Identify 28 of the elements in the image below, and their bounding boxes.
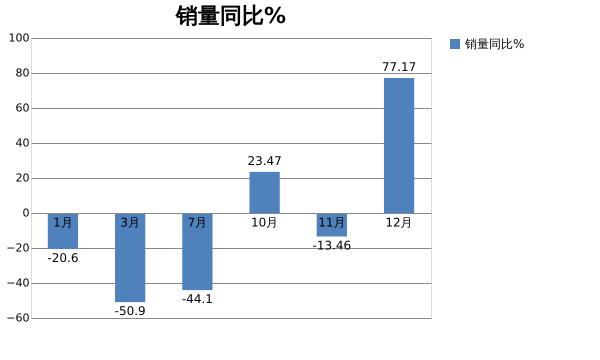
x-tick-label: 11月 <box>318 216 346 230</box>
chart-title: 销量同比% <box>174 4 286 29</box>
data-label: -13.46 <box>312 238 352 253</box>
data-label: -20.6 <box>47 251 78 266</box>
bar <box>249 172 280 213</box>
y-tick-label: 80 <box>16 66 30 80</box>
bar <box>48 213 78 250</box>
x-tick-label: 7月 <box>188 216 208 230</box>
x-tick-label: 10月 <box>250 216 278 230</box>
x-tick-label: 12月 <box>385 216 413 230</box>
data-label: -44.1 <box>182 292 213 306</box>
y-tick-label: −60 <box>6 312 30 324</box>
y-tick-label: 20 <box>16 172 30 184</box>
y-tick-label: 0 <box>22 206 30 220</box>
y-tick-label: 100 <box>8 32 30 44</box>
x-tick-label: 1月 <box>53 216 73 230</box>
bar <box>384 78 414 213</box>
y-tick-label: 40 <box>16 136 30 150</box>
data-label: 77.17 <box>382 60 416 74</box>
y-tick-label: −40 <box>6 276 30 290</box>
legend-label: 销量同比% <box>464 37 524 51</box>
y-tick-label: −20 <box>6 242 30 254</box>
y-tick-label: 60 <box>16 102 30 114</box>
data-label: 23.47 <box>247 154 282 168</box>
bar <box>115 213 146 302</box>
data-label: -50.9 <box>114 304 146 318</box>
bar <box>182 213 213 290</box>
x-tick-label: 3月 <box>120 216 140 230</box>
